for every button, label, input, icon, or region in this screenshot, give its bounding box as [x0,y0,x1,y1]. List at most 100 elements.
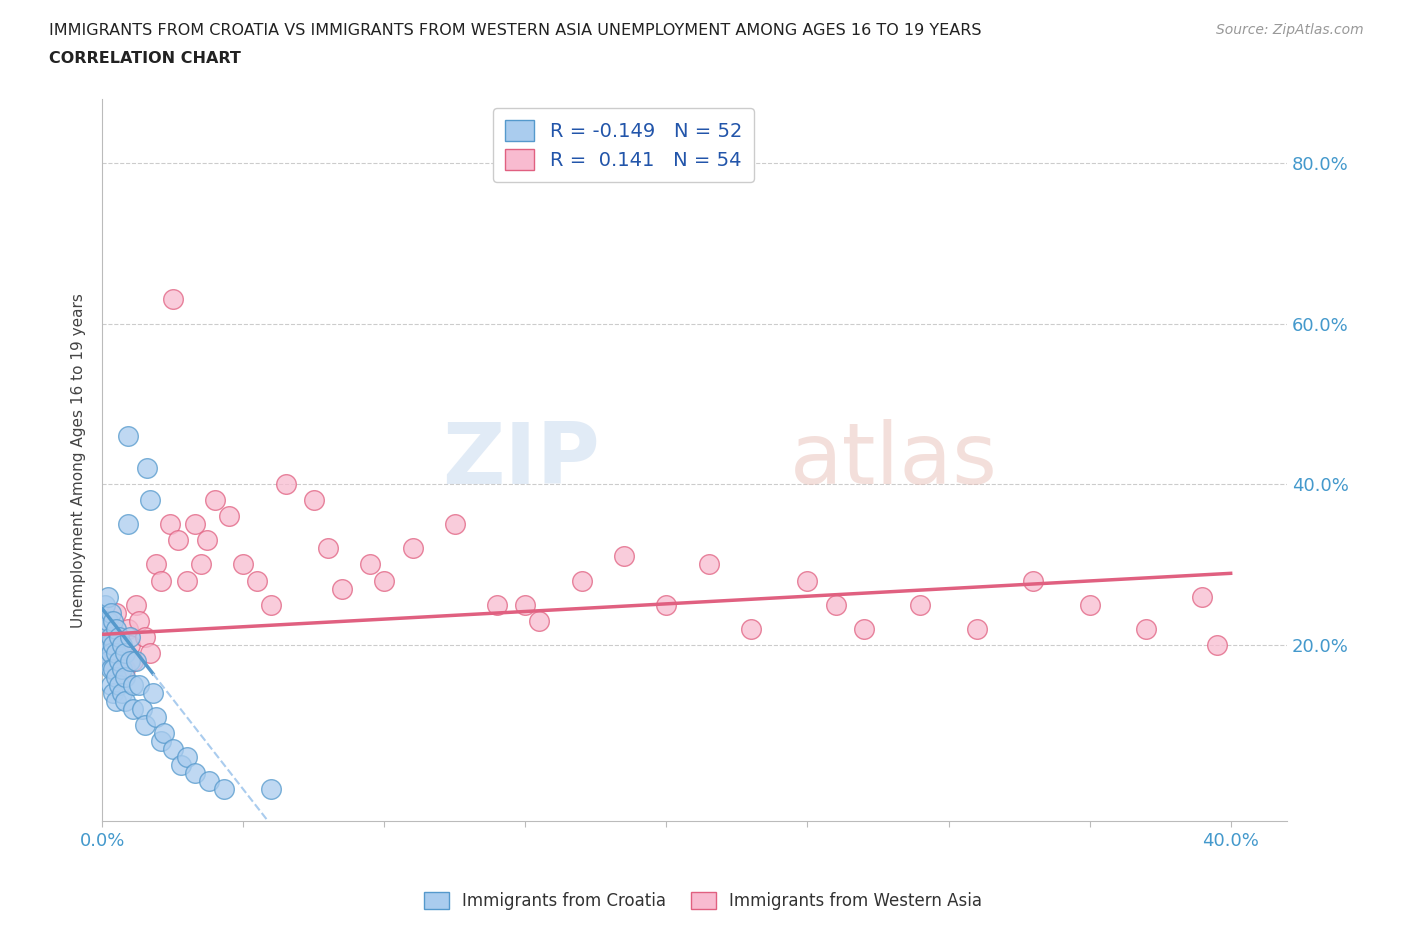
Point [134,718,156,733]
Point [111,685,134,700]
Point [100,630,122,644]
Point [103,637,125,652]
Text: atlas: atlas [789,418,997,501]
Point [114,694,136,709]
Point [373,573,395,588]
Point [1205,637,1227,652]
Point [232,557,254,572]
Point [105,605,128,620]
Point [131,701,153,716]
Point [111,661,134,676]
Point [94,645,117,660]
Point [97,621,120,636]
Point [515,597,537,612]
Point [246,573,269,588]
Point [260,597,283,612]
Point [114,645,136,660]
Point [100,637,122,652]
Point [1135,621,1157,636]
Point [100,661,122,676]
Point [94,621,117,636]
Point [100,678,122,693]
Point [139,645,162,660]
Point [401,541,423,556]
Point [111,637,134,652]
Point [330,581,353,596]
Point [198,774,221,789]
Point [105,670,128,684]
Point [302,493,325,508]
Point [316,541,339,556]
Point [97,590,120,604]
Point [444,517,467,532]
Point [120,630,142,644]
Point [150,734,173,749]
Point [136,460,159,475]
Point [103,654,125,669]
Point [103,613,125,628]
Point [125,597,148,612]
Point [120,654,142,669]
Point [1022,573,1045,588]
Point [139,493,162,508]
Point [184,766,207,781]
Point [613,549,636,564]
Point [212,782,235,797]
Point [122,654,145,669]
Point [97,654,120,669]
Text: CORRELATION CHART: CORRELATION CHART [49,51,240,66]
Point [1078,597,1101,612]
Point [697,557,720,572]
Legend: R = -0.149   N = 52, R =  0.141   N = 54: R = -0.149 N = 52, R = 0.141 N = 54 [494,109,754,182]
Point [105,694,128,709]
Point [170,758,193,773]
Point [260,782,283,797]
Point [274,477,297,492]
Point [145,557,167,572]
Point [218,509,240,524]
Point [195,533,218,548]
Point [655,597,678,612]
Point [108,678,131,693]
Point [103,685,125,700]
Point [176,750,198,764]
Point [159,517,181,532]
Text: ZIP: ZIP [441,418,600,501]
Point [108,630,131,644]
Point [740,621,762,636]
Text: IMMIGRANTS FROM CROATIA VS IMMIGRANTS FROM WESTERN ASIA UNEMPLOYMENT AMONG AGES : IMMIGRANTS FROM CROATIA VS IMMIGRANTS FR… [49,23,981,38]
Point [852,621,875,636]
Point [117,517,139,532]
Point [167,533,190,548]
Point [105,645,128,660]
Point [100,645,122,660]
Point [142,685,165,700]
Point [114,661,136,676]
Point [176,573,198,588]
Point [529,613,551,628]
Point [97,613,120,628]
Point [111,645,134,660]
Point [100,605,122,620]
Point [105,621,128,636]
Point [190,557,212,572]
Point [824,597,846,612]
Point [114,670,136,684]
Point [571,573,593,588]
Point [108,630,131,644]
Point [162,742,184,757]
Text: Source: ZipAtlas.com: Source: ZipAtlas.com [1216,23,1364,37]
Point [150,573,173,588]
Point [122,678,145,693]
Point [128,678,150,693]
Point [1191,590,1213,604]
Point [122,701,145,716]
Point [128,613,150,628]
Point [966,621,988,636]
Point [796,573,818,588]
Legend: Immigrants from Croatia, Immigrants from Western Asia: Immigrants from Croatia, Immigrants from… [418,885,988,917]
Point [134,630,156,644]
Point [125,654,148,669]
Point [204,493,226,508]
Point [910,597,932,612]
